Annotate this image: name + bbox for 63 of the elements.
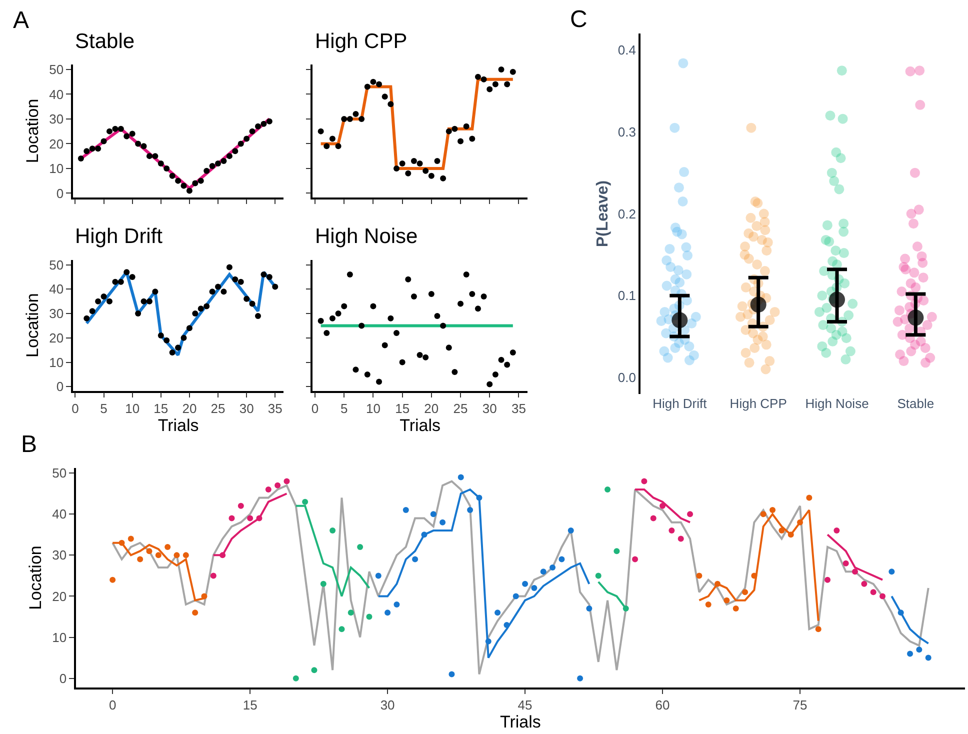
y-tick-label: 20: [49, 330, 64, 346]
y-tick-label: 20: [52, 588, 67, 604]
y-tick-label: 40: [49, 282, 64, 297]
y-axis-title: Location: [26, 546, 46, 610]
x-tick-label: 25: [210, 401, 226, 416]
x-tick-label: 25: [453, 401, 468, 416]
x-tick-label: 20: [424, 401, 439, 416]
y-tick-label: 50: [52, 466, 67, 481]
y-tick-label: 30: [49, 306, 64, 322]
x-tick-label: 35: [511, 401, 526, 416]
x-tick-label: 20: [182, 401, 197, 416]
chart-title: Stable: [75, 30, 135, 53]
y-tick-label: 0.3: [618, 124, 636, 140]
y-axis-title: Location: [23, 293, 42, 358]
y-tick-label: 40: [52, 506, 67, 522]
x-tick-label: 0: [311, 401, 319, 416]
y-tick-label: 30: [52, 548, 67, 563]
x-tick-label: 15: [395, 401, 410, 416]
y-axis-title: P(Leave): [594, 180, 612, 248]
x-tick-label: 0: [72, 401, 79, 416]
y-tick-label: 0.0: [618, 370, 636, 385]
x-axis-title: Trials: [158, 416, 199, 436]
x-tick-label: 45: [518, 698, 532, 713]
y-tick-label: 0: [59, 670, 67, 686]
x-axis-title: Trials: [500, 712, 541, 732]
x-tick-label: 15: [154, 401, 168, 416]
x-tick-label: 5: [340, 401, 348, 416]
y-tick-label: 50: [49, 257, 64, 272]
x-tick-label: 60: [655, 698, 670, 713]
x-tick-label: 10: [125, 401, 140, 416]
text: A: [13, 7, 30, 34]
chart-title: High CPP: [315, 30, 408, 53]
x-tick-label: 30: [380, 698, 395, 713]
x-tick-label: 0: [108, 698, 116, 713]
x-tick-label: 10: [366, 401, 380, 416]
chart-title: High Noise: [315, 225, 418, 248]
x-tick-label: 75: [792, 698, 808, 713]
y-tick-label: 10: [49, 160, 64, 176]
y-axis-title: Location: [23, 98, 42, 164]
x-tick-label: 30: [239, 401, 254, 416]
y-tick-label: 40: [49, 86, 64, 102]
y-tick-label: 0.2: [618, 206, 636, 222]
x-tick-label: 5: [100, 401, 108, 416]
y-tick-label: 0: [56, 186, 64, 201]
chart-title: High Drift: [75, 225, 163, 248]
y-tick-label: 0.4: [618, 42, 636, 58]
y-tick-label: 0.1: [618, 288, 636, 304]
x-tick-label: High Drift: [652, 396, 708, 411]
y-tick-label: 10: [49, 354, 64, 370]
x-tick-label: High CPP: [730, 396, 787, 411]
x-tick-label: 30: [482, 401, 497, 416]
text: B: [21, 431, 38, 458]
y-tick-label: 30: [49, 111, 64, 126]
y-tick-label: 20: [49, 136, 64, 152]
x-axis-title: Trials: [400, 416, 441, 436]
y-tick-label: 0: [56, 379, 64, 394]
x-tick-label: Stable: [897, 396, 934, 411]
x-tick-label: 35: [268, 401, 282, 416]
x-tick-label: 15: [242, 698, 258, 713]
y-tick-label: 50: [49, 62, 64, 77]
text: C: [570, 6, 588, 33]
y-tick-label: 10: [52, 630, 67, 645]
x-tick-label: High Noise: [805, 396, 869, 411]
